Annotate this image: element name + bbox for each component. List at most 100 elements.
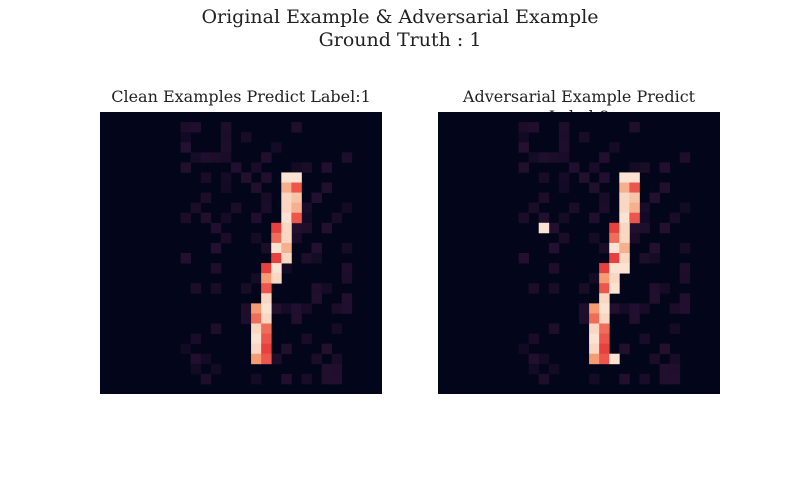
heatmap-pixel [261,353,272,365]
heatmap-noise-pixel [311,253,322,264]
heatmap-noise-pixel [311,242,322,254]
heatmap-noise-pixel [528,363,540,375]
heatmap-noise-pixel [251,232,262,244]
heatmap-noise-pixel [180,212,192,224]
heatmap-noise-pixel [528,283,540,294]
heatmap-noise-pixel [609,142,620,153]
heatmap-noise-pixel [649,192,660,204]
heatmap-pixel [619,242,630,254]
heatmap-noise-pixel [639,373,650,385]
heatmap-noise-pixel [210,222,222,234]
heatmap-noise-pixel [528,202,540,214]
heatmap-noise-pixel [321,222,333,234]
heatmap-pixel [281,172,292,183]
heatmap-noise-pixel [538,152,550,163]
heatmap-noise-pixel [291,222,302,234]
heatmap-noise-pixel [629,122,640,133]
heatmap-noise-pixel [629,303,640,314]
heatmap-pixel [589,303,600,314]
heatmap-pixel [629,192,640,204]
heatmap-noise-pixel [321,283,333,294]
heatmap-noise-pixel [528,152,540,163]
heatmap-pixel [629,202,640,214]
heatmap-pixel [271,242,282,254]
heatmap-noise-pixel [629,232,640,244]
heatmap-pixel [281,192,292,204]
heatmap-noise-pixel [679,263,691,274]
heatmap-noise-pixel [341,202,353,214]
heatmap-noise-pixel [659,373,671,385]
heatmap-noise-pixel [679,273,691,284]
heatmap-pixel [609,263,620,274]
heatmap-noise-pixel [261,172,272,183]
heatmap-noise-pixel [669,373,681,385]
heatmap-pixel [291,182,302,193]
heatmap-noise-pixel [331,373,343,385]
heatmap-noise-pixel [230,202,242,214]
heatmap-pixel [281,242,292,254]
heatmap-pixel [609,273,620,284]
heatmap-noise-pixel [639,253,650,264]
heatmap-noise-pixel [220,142,232,153]
heatmap-noise-pixel [629,162,640,173]
figure-title-line2: Ground Truth : 1 [318,29,482,51]
adversarial-image-heatmap [438,112,720,394]
heatmap-pixel [609,353,620,365]
heatmap-pixel [619,253,630,264]
heatmap-pixel [251,313,262,324]
heatmap-noise-pixel [180,122,192,133]
clean-heatmap-svg [100,112,382,394]
heatmap-pixel [261,343,272,355]
heatmap-pixel [291,212,302,224]
heatmap-noise-pixel [518,142,530,153]
heatmap-noise-pixel [311,353,322,365]
heatmap-noise-pixel [321,363,333,375]
heatmap-noise-pixel [599,202,610,214]
heatmap-noise-pixel [230,162,242,173]
heatmap-pixel [599,263,610,274]
heatmap-noise-pixel [281,263,292,274]
heatmap-noise-pixel [301,373,312,385]
heatmap-noise-pixel [589,162,600,173]
heatmap-pixel [599,343,610,355]
heatmap-noise-pixel [341,273,353,284]
heatmap-noise-pixel [301,162,312,173]
heatmap-noise-pixel [281,343,292,355]
heatmap-noise-pixel [220,132,232,143]
heatmap-noise-pixel [669,303,681,314]
heatmap-noise-pixel [538,353,550,365]
heatmap-pixel [599,293,610,304]
heatmap-pixel [599,273,610,284]
heatmap-noise-pixel [210,323,222,334]
heatmap-noise-pixel [220,232,232,244]
heatmap-noise-pixel [669,363,681,375]
heatmap-pixel [619,232,630,244]
heatmap-noise-pixel [251,273,262,284]
heatmap-noise-pixel [649,242,660,254]
heatmap-noise-pixel [528,122,540,133]
heatmap-noise-pixel [599,152,610,163]
adversarial-heatmap-svg [438,112,720,394]
heatmap-pixel [609,242,620,254]
heatmap-noise-pixel [639,222,650,234]
heatmap-pixel [281,232,292,244]
heatmap-noise-pixel [190,202,202,214]
heatmap-noise-pixel [341,303,353,314]
heatmap-noise-pixel [190,363,202,375]
heatmap-noise-pixel [210,263,222,274]
heatmap-pixel [619,212,630,224]
heatmap-noise-pixel [271,303,282,314]
heatmap-noise-pixel [271,142,282,153]
heatmap-noise-pixel [241,283,252,294]
heatmap-noise-pixel [190,152,202,163]
heatmap-pixel [599,313,610,324]
heatmap-pixel [261,293,272,304]
heatmap-noise-pixel [301,333,312,345]
heatmap-noise-pixel [538,373,550,385]
heatmap-noise-pixel [321,373,333,385]
heatmap-noise-pixel [518,253,530,264]
heatmap-noise-pixel [639,303,650,314]
heatmap-noise-pixel [659,162,671,173]
heatmap-noise-pixel [341,242,353,254]
heatmap-pixel [589,333,600,345]
